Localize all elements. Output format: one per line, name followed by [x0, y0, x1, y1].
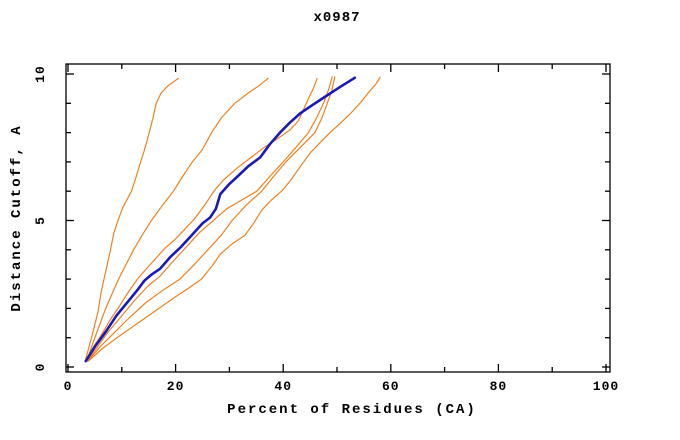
curves [84, 76, 381, 363]
orange-curve-6 [87, 76, 381, 362]
orange-curve-2 [86, 77, 269, 362]
y-tick-label-0: 0 [33, 363, 48, 372]
x-axis-title: Percent of Residues (CA) [227, 402, 477, 418]
blue-main-curve [84, 76, 357, 363]
axis-tick-labels: 0 20 40 60 80 100 0 5 10 [33, 65, 619, 394]
x-tick-label-0: 0 [64, 379, 73, 394]
chart-title: x0987 [313, 10, 360, 26]
x-tick-label-60: 60 [382, 379, 400, 394]
x-tick-label-20: 20 [167, 379, 185, 394]
orange-curve-1 [84, 77, 179, 362]
x-tick-label-80: 80 [490, 379, 508, 394]
orange-curve-4 [86, 76, 333, 362]
y-tick-label-5: 5 [33, 216, 48, 225]
y-axis-title: Distance Cutoff, A [9, 124, 25, 311]
plot-frame [65, 63, 611, 373]
orange-curve-3 [85, 77, 318, 362]
x-tick-label-100: 100 [593, 379, 619, 394]
y-tick-label-10: 10 [33, 65, 48, 83]
orange-curve-5 [87, 76, 336, 362]
x-tick-label-40: 40 [274, 379, 292, 394]
axis-ticks [66, 64, 610, 372]
